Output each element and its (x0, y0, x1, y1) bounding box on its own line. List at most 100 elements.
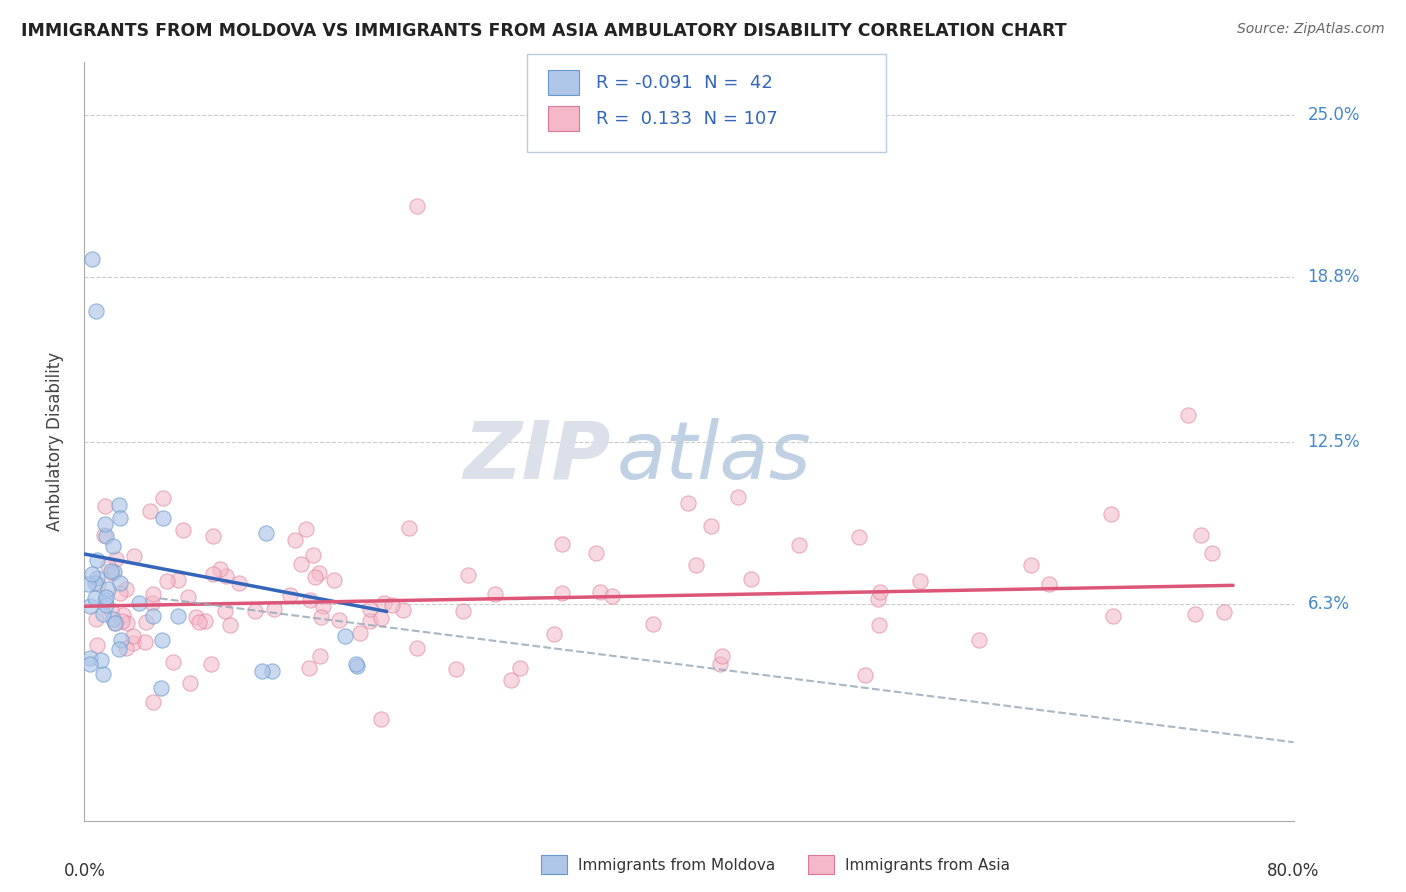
Point (551, 586, 574, 600)
Point (152, 491, 174, 505)
Point (727, 490, 749, 504)
Text: R =  0.133  N = 107: R = 0.133 N = 107 (596, 110, 778, 128)
Point (108, 642, 131, 657)
Point (103, 565, 125, 579)
Point (1212, 605, 1234, 619)
Point (179, 676, 201, 690)
Point (457, 567, 479, 582)
Point (91, 667, 114, 681)
Text: R = -0.091  N =  42: R = -0.091 N = 42 (596, 74, 773, 92)
Point (370, 713, 392, 727)
Point (328, 613, 350, 627)
Point (115, 616, 138, 631)
Point (381, 598, 404, 612)
Point (150, 633, 173, 648)
Point (91, 607, 114, 621)
Point (104, 615, 127, 630)
Point (104, 615, 127, 630)
Point (86, 553, 108, 567)
Point (94, 516, 117, 531)
Point (869, 585, 891, 599)
Point (201, 529, 224, 543)
Text: Immigrants from Asia: Immigrants from Asia (845, 858, 1010, 872)
Point (406, 640, 429, 655)
Point (969, 633, 991, 648)
Point (444, 662, 467, 676)
Point (853, 668, 876, 682)
Point (86, 303, 108, 318)
Point (600, 589, 623, 603)
Point (370, 611, 392, 625)
Point (142, 609, 165, 624)
Point (94, 529, 117, 543)
Point (77, 577, 100, 591)
Point (1099, 507, 1122, 521)
Point (134, 635, 156, 649)
Point (1038, 577, 1060, 591)
Point (150, 681, 173, 695)
Point (304, 570, 326, 584)
Point (101, 566, 124, 580)
Point (678, 496, 700, 510)
Point (451, 604, 474, 618)
Point (108, 498, 131, 512)
Point (141, 596, 163, 610)
Point (284, 533, 307, 547)
Point (111, 614, 134, 628)
Point (685, 558, 707, 573)
Text: atlas: atlas (616, 417, 811, 496)
Text: ZIP: ZIP (463, 417, 610, 496)
Point (94, 590, 117, 604)
Point (699, 519, 721, 533)
Point (346, 658, 368, 673)
Point (245, 604, 267, 618)
Point (543, 627, 565, 641)
Point (184, 609, 207, 624)
Text: 6.3%: 6.3% (1308, 595, 1350, 613)
Point (114, 641, 136, 656)
Point (219, 618, 242, 632)
Text: 80.0%: 80.0% (1267, 863, 1320, 880)
Point (94, 593, 117, 607)
Point (589, 585, 612, 599)
Point (373, 596, 395, 610)
Point (90, 653, 112, 667)
Point (156, 574, 179, 588)
Point (312, 599, 335, 613)
Point (252, 664, 274, 678)
Point (910, 574, 932, 589)
Point (166, 608, 188, 623)
Point (122, 549, 145, 563)
Point (254, 526, 277, 541)
Point (260, 665, 283, 679)
Point (294, 522, 316, 536)
Point (298, 661, 321, 675)
Point (83, 575, 105, 590)
Point (509, 660, 531, 674)
Point (202, 566, 225, 581)
Point (177, 590, 200, 604)
Point (1201, 546, 1223, 560)
Point (392, 603, 415, 617)
Point (142, 586, 165, 600)
Point (86, 638, 108, 652)
Point (80, 566, 103, 581)
Point (87, 577, 110, 591)
Point (311, 610, 333, 624)
Point (110, 586, 132, 600)
Y-axis label: Ambulatory Disability: Ambulatory Disability (45, 352, 63, 531)
Point (641, 617, 664, 632)
Point (188, 615, 211, 629)
Point (848, 530, 870, 544)
Point (115, 582, 138, 597)
Point (80, 252, 103, 266)
Point (278, 588, 301, 602)
Point (333, 629, 356, 643)
Point (208, 562, 231, 576)
Point (84, 591, 107, 606)
Point (128, 596, 150, 610)
Point (346, 657, 368, 671)
Point (263, 601, 285, 615)
Point (86, 611, 108, 625)
Point (349, 626, 371, 640)
